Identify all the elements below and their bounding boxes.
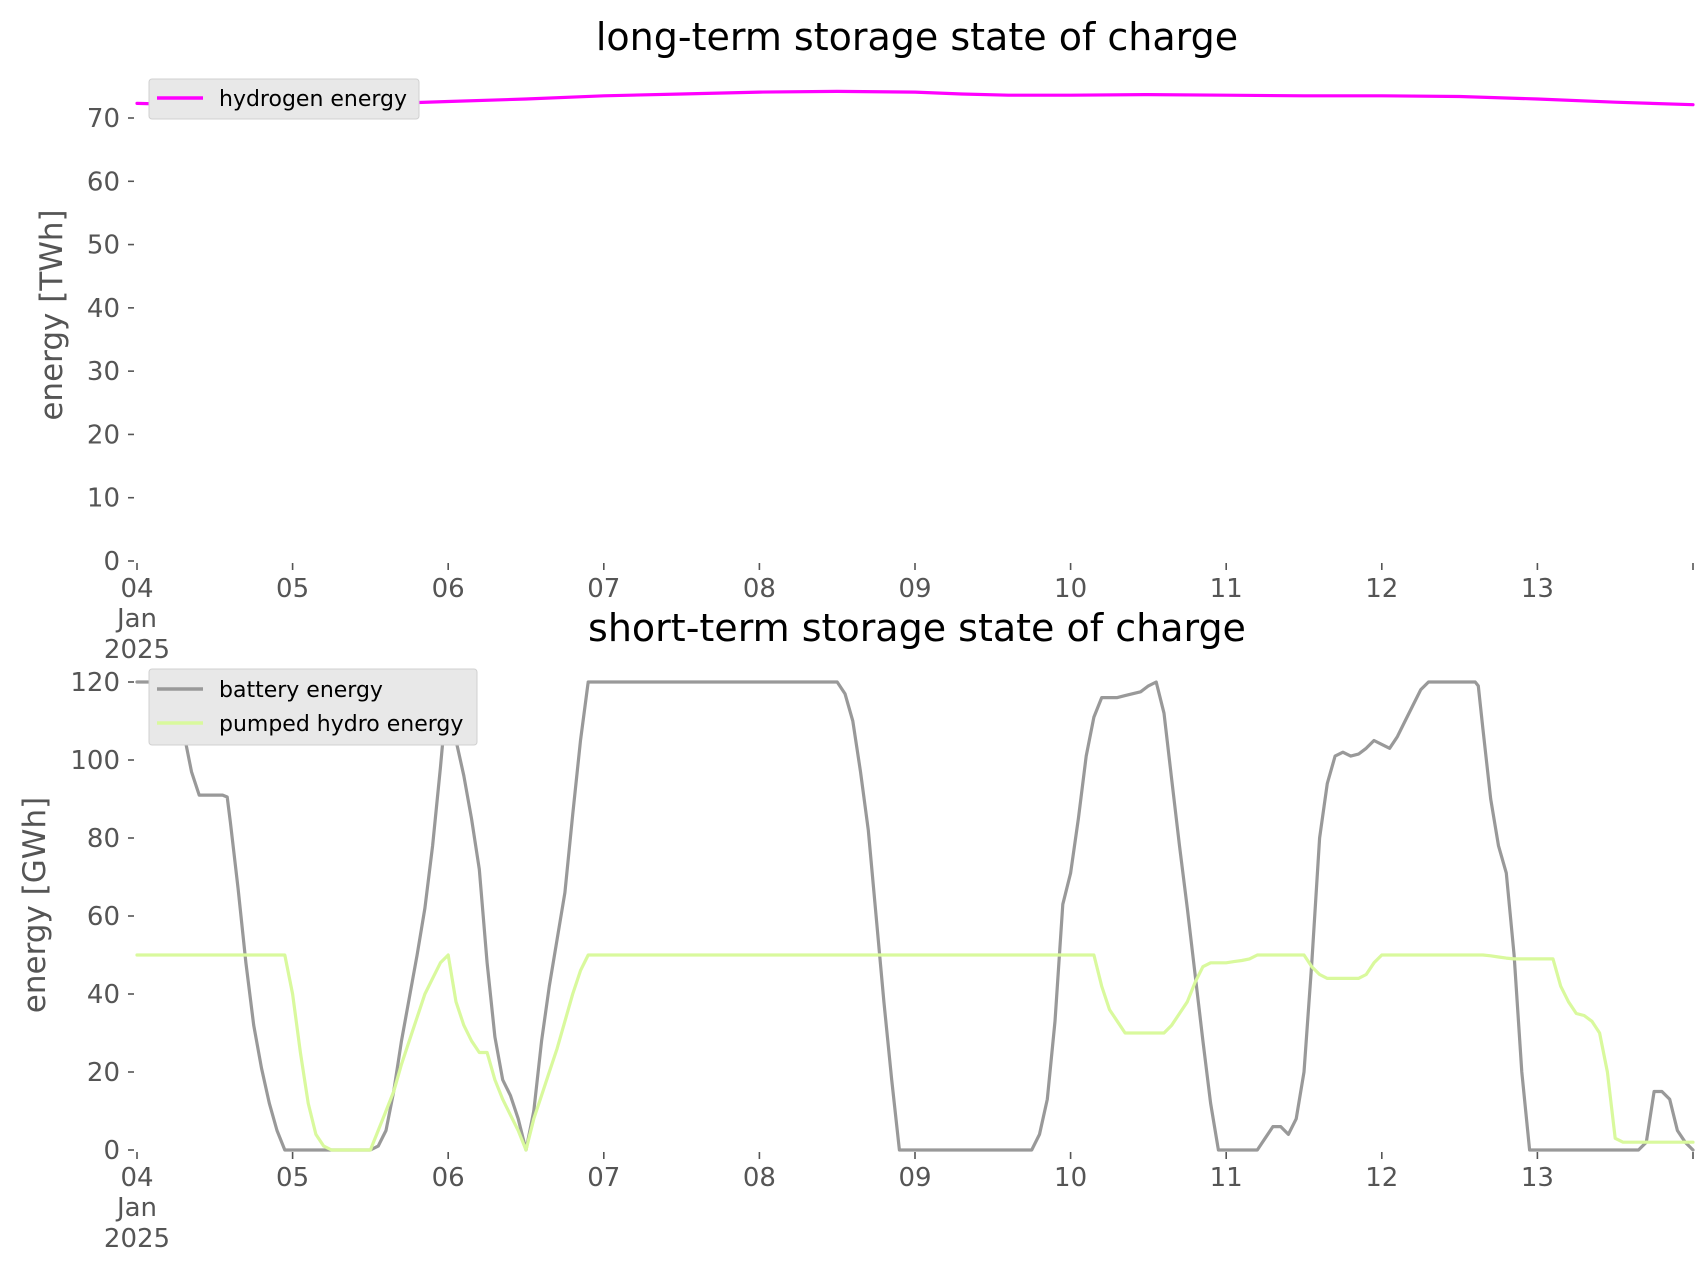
y-ticks: 0 10 20 30 40 50 60 70 [87,104,134,577]
y-tick-label: 120 [70,668,120,698]
x-tick-sublabel: 2025 [104,635,170,665]
legend-box [148,78,420,120]
x-tick-label: 07 [587,574,620,604]
x-tick-label: 11 [1210,574,1243,604]
y-axis-label: energy [TWh] [34,209,70,420]
y-tick-label: 80 [87,824,120,854]
x-tick-label: 10 [1054,1163,1087,1193]
legend-label-battery: battery energy [219,678,383,703]
x-tick-label: 04 [120,574,153,604]
chart-title: long-term storage state of charge [596,15,1238,59]
y-ticks: 0 20 40 60 80 100 120 [70,668,134,1166]
x-tick-label: 11 [1210,1163,1243,1193]
x-tick-label: 06 [432,1163,465,1193]
y-tick-label: 40 [87,980,120,1010]
y-tick-label: 100 [70,746,120,776]
y-axis-label: energy [GWh] [17,797,53,1013]
chart-title: short-term storage state of charge [588,606,1246,650]
short-term-chart: short-term storage state of charge energ… [17,606,1695,1254]
y-tick-label: 20 [87,420,120,450]
x-tick-label: 07 [587,1163,620,1193]
y-tick-label: 60 [87,902,120,932]
y-tick-label: 30 [87,357,120,387]
y-tick-label: 40 [87,294,120,324]
x-tick-label: 05 [276,1163,309,1193]
y-tick-label: 70 [87,104,120,134]
y-tick-label: 10 [87,484,120,514]
x-tick-label: 12 [1365,574,1398,604]
x-tick-label: 08 [743,574,776,604]
x-tick-label: 13 [1521,1163,1554,1193]
x-tick-label: 05 [276,574,309,604]
y-tick-label: 60 [87,167,120,197]
series-line-pumped-hydro-energy [135,953,1695,1152]
legend: battery energy pumped hydro energy [148,668,478,746]
x-tick-label: 09 [898,574,931,604]
y-tick-label: 20 [87,1058,120,1088]
legend-label-pumped-hydro: pumped hydro energy [219,712,463,737]
x-tick-sublabel: Jan [115,604,157,634]
series-lines [135,680,1695,1152]
x-tick-label: 09 [898,1163,931,1193]
y-tick-label: 50 [87,231,120,261]
legend: hydrogen energy [148,78,420,120]
x-tick-label: 08 [743,1163,776,1193]
y-tick-label: 0 [103,547,120,577]
x-tick-label: 12 [1365,1163,1398,1193]
x-tick-label: 06 [432,574,465,604]
legend-label-hydrogen: hydrogen energy [219,87,407,112]
x-tick-sublabel: Jan [115,1193,157,1223]
x-tick-label: 13 [1521,574,1554,604]
long-term-chart: long-term storage state of charge energy… [34,15,1695,665]
x-tick-label: 04 [120,1163,153,1193]
x-tick-label: 10 [1054,574,1087,604]
y-tick-label: 0 [103,1136,120,1166]
series-line-battery-energy [135,680,1695,1152]
legend-box [148,668,478,746]
x-tick-sublabel: 2025 [104,1224,170,1254]
